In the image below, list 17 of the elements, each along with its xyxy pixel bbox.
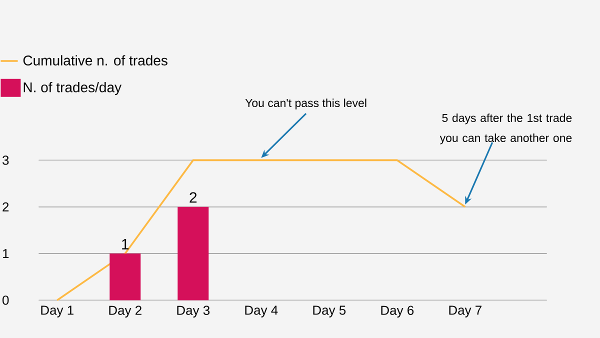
annotation: 5 days after the 1st trade you can take another one (440, 114, 572, 144)
x-tick-label: Day 1 (41, 306, 74, 318)
x-tick-label: Day 2 (109, 306, 142, 318)
x-tick-label: Day 4 (245, 306, 278, 318)
data-label: 2 (190, 192, 197, 203)
x-tick-label: Day 7 (449, 306, 482, 318)
legend-label: N. of trades/day (24, 82, 122, 96)
x-tick-label: Day 5 (313, 306, 346, 318)
annotation: You can't pass this level (245, 98, 366, 110)
x-tick-label: Day 3 (177, 306, 210, 318)
data-label: 1 (122, 239, 129, 250)
y-tick-label: 3 (2, 156, 9, 165)
legend-label: Cumulative n. of trades (23, 55, 168, 66)
y-tick-label: 1 (2, 249, 9, 258)
x-tick-label: Day 6 (381, 306, 414, 318)
y-tick-label: 0 (2, 296, 9, 305)
y-tick-label: 2 (2, 202, 9, 212)
